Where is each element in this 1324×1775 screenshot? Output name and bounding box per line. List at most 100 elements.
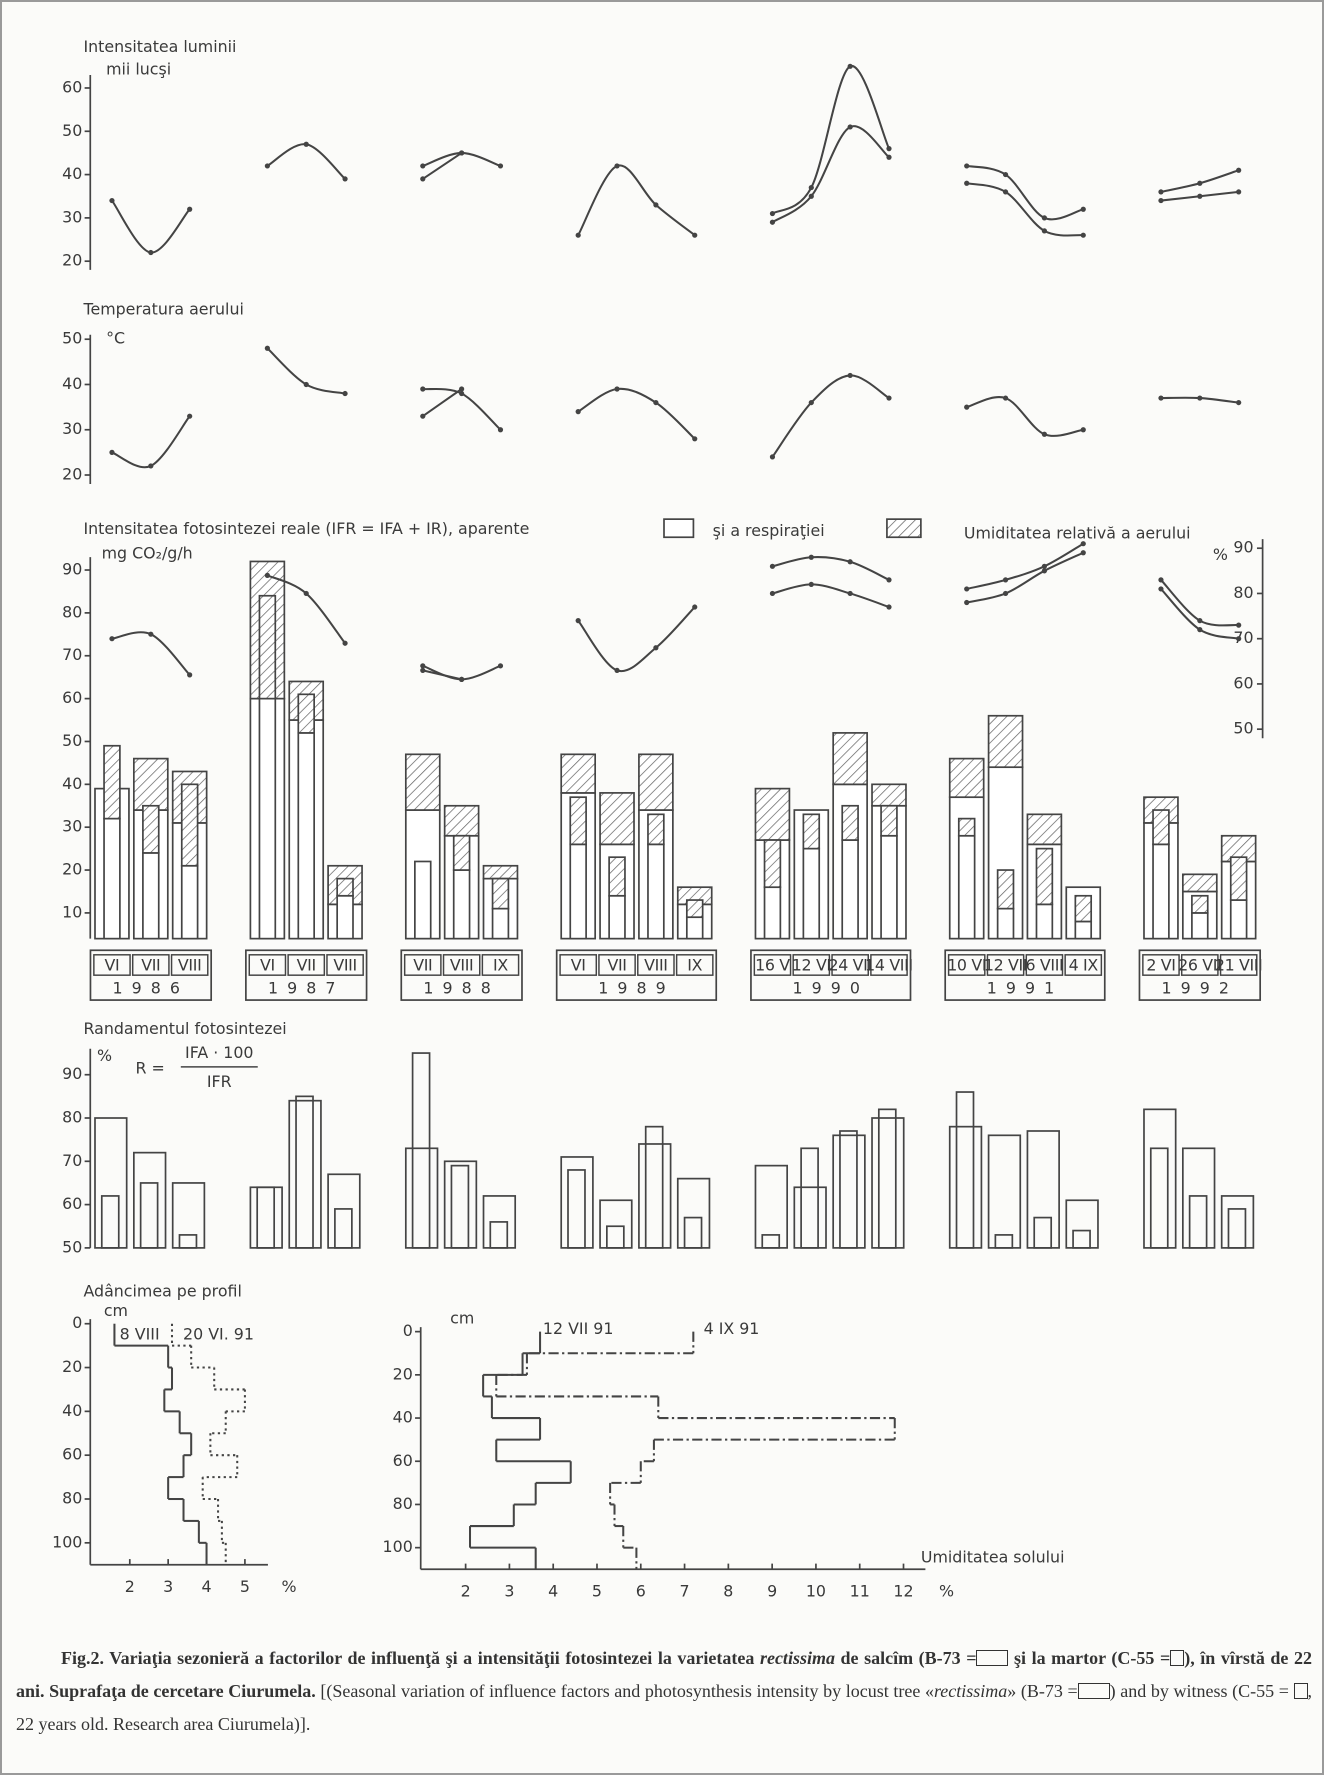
- category-label: IX: [687, 956, 702, 975]
- bar: [599, 1199, 633, 1249]
- category-label: 24 VII: [828, 956, 871, 975]
- y-tick-label: 30: [62, 817, 82, 836]
- y-tick-label: 50: [62, 121, 82, 140]
- data-point: [303, 141, 309, 147]
- caption-text: rectissima: [759, 1648, 835, 1668]
- data-point: [109, 449, 115, 455]
- data-point: [1158, 577, 1164, 583]
- category-box: [753, 954, 792, 976]
- data-point: [109, 636, 115, 642]
- data-line: [111, 65, 1239, 254]
- bar: [295, 1095, 314, 1249]
- data-line: [422, 388, 463, 418]
- y-tick-label: 80: [1233, 583, 1253, 602]
- year-label: 1986: [113, 978, 190, 997]
- bar: [802, 847, 821, 940]
- data-point: [692, 436, 698, 442]
- data-point: [808, 193, 814, 199]
- bar: [638, 1143, 672, 1249]
- y-tick-label: 0: [72, 1313, 82, 1332]
- category-label: VIII: [333, 956, 356, 975]
- annotation: Umiditatea solului: [921, 1547, 1065, 1566]
- category-box: [481, 954, 520, 976]
- y-tick-label: 50: [62, 329, 82, 348]
- data-point: [847, 63, 853, 69]
- caption-text: » (B-73 =: [1007, 1681, 1078, 1701]
- y-tick-label: 100: [52, 1532, 82, 1551]
- data-point: [653, 202, 659, 208]
- y-tick-label: 50: [62, 1237, 82, 1256]
- bar: [841, 839, 859, 940]
- year-label: 1992: [1162, 978, 1239, 997]
- bar-respiration: [1181, 873, 1218, 893]
- data-point: [614, 163, 620, 169]
- bar-respiration: [599, 792, 635, 846]
- y-tick-label: 10: [62, 902, 82, 921]
- data-point: [1041, 431, 1048, 437]
- data-point: [497, 163, 504, 169]
- bar-respiration: [569, 796, 587, 846]
- chart-title: Intensitatea fotosintezei reale (IFR = I…: [83, 519, 529, 538]
- caption-box: [1170, 1650, 1185, 1666]
- category-box: [986, 954, 1025, 976]
- data-point: [187, 206, 193, 212]
- data-point: [692, 604, 698, 610]
- data-point: [1158, 395, 1164, 401]
- bar-respiration: [754, 787, 791, 841]
- category-box: [131, 954, 170, 976]
- bar: [871, 1117, 905, 1249]
- data-point: [1197, 627, 1203, 633]
- y-axis-label: mii lucşi: [106, 59, 171, 78]
- formula-numerator: IFA · 100: [185, 1043, 253, 1062]
- data-point: [1197, 180, 1203, 186]
- data-point: [1236, 189, 1242, 195]
- bar-respiration: [608, 856, 626, 897]
- bar: [647, 843, 665, 940]
- x-tick-label: 6: [636, 1581, 646, 1600]
- x-tick-label: 5: [592, 1581, 602, 1600]
- category-box: [831, 954, 869, 976]
- y-tick-label: 80: [393, 1494, 413, 1513]
- data-point: [964, 586, 970, 592]
- bar: [178, 1234, 198, 1249]
- bar: [1033, 1216, 1053, 1249]
- data-point: [459, 676, 465, 683]
- year-label: 1987: [268, 978, 345, 997]
- data-point: [769, 219, 776, 225]
- caption-text: ) and by witness (C-55 =: [1109, 1681, 1294, 1701]
- x-tick-label: 11: [850, 1581, 870, 1600]
- y-tick-label: 20: [393, 1364, 413, 1383]
- y-tick-label: 70: [62, 645, 82, 664]
- bar-respiration: [1026, 813, 1063, 846]
- bar: [94, 1117, 128, 1249]
- bar-respiration: [871, 783, 907, 807]
- category-label: VII: [413, 956, 432, 975]
- bar-respiration: [638, 753, 674, 811]
- bar-respiration: [1191, 894, 1209, 914]
- data-point: [1236, 399, 1242, 406]
- data-line: [422, 551, 1239, 681]
- y-tick-label: 40: [62, 374, 82, 393]
- category-box: [1142, 954, 1180, 976]
- bar-respiration: [832, 732, 868, 786]
- data-point: [964, 599, 970, 606]
- category-label: VII: [607, 956, 626, 975]
- category-box: [637, 954, 675, 976]
- y-axis-label: mg CO₂/g/h: [102, 544, 193, 563]
- caption-text: rectissima: [933, 1681, 1008, 1701]
- data-point: [886, 395, 892, 401]
- data-point: [459, 386, 465, 392]
- y-tick-label: 60: [62, 77, 82, 96]
- category-label: 12 VII: [984, 956, 1027, 975]
- data-point: [847, 372, 853, 379]
- bar-respiration: [258, 594, 277, 700]
- bar: [450, 1164, 470, 1249]
- bar-respiration: [841, 804, 859, 841]
- bar-respiration: [996, 869, 1015, 910]
- bar-respiration: [336, 877, 354, 897]
- bar-respiration: [491, 877, 510, 910]
- category-label: 10 VI: [947, 956, 986, 975]
- category-box: [403, 954, 442, 976]
- bar-respiration: [957, 817, 976, 837]
